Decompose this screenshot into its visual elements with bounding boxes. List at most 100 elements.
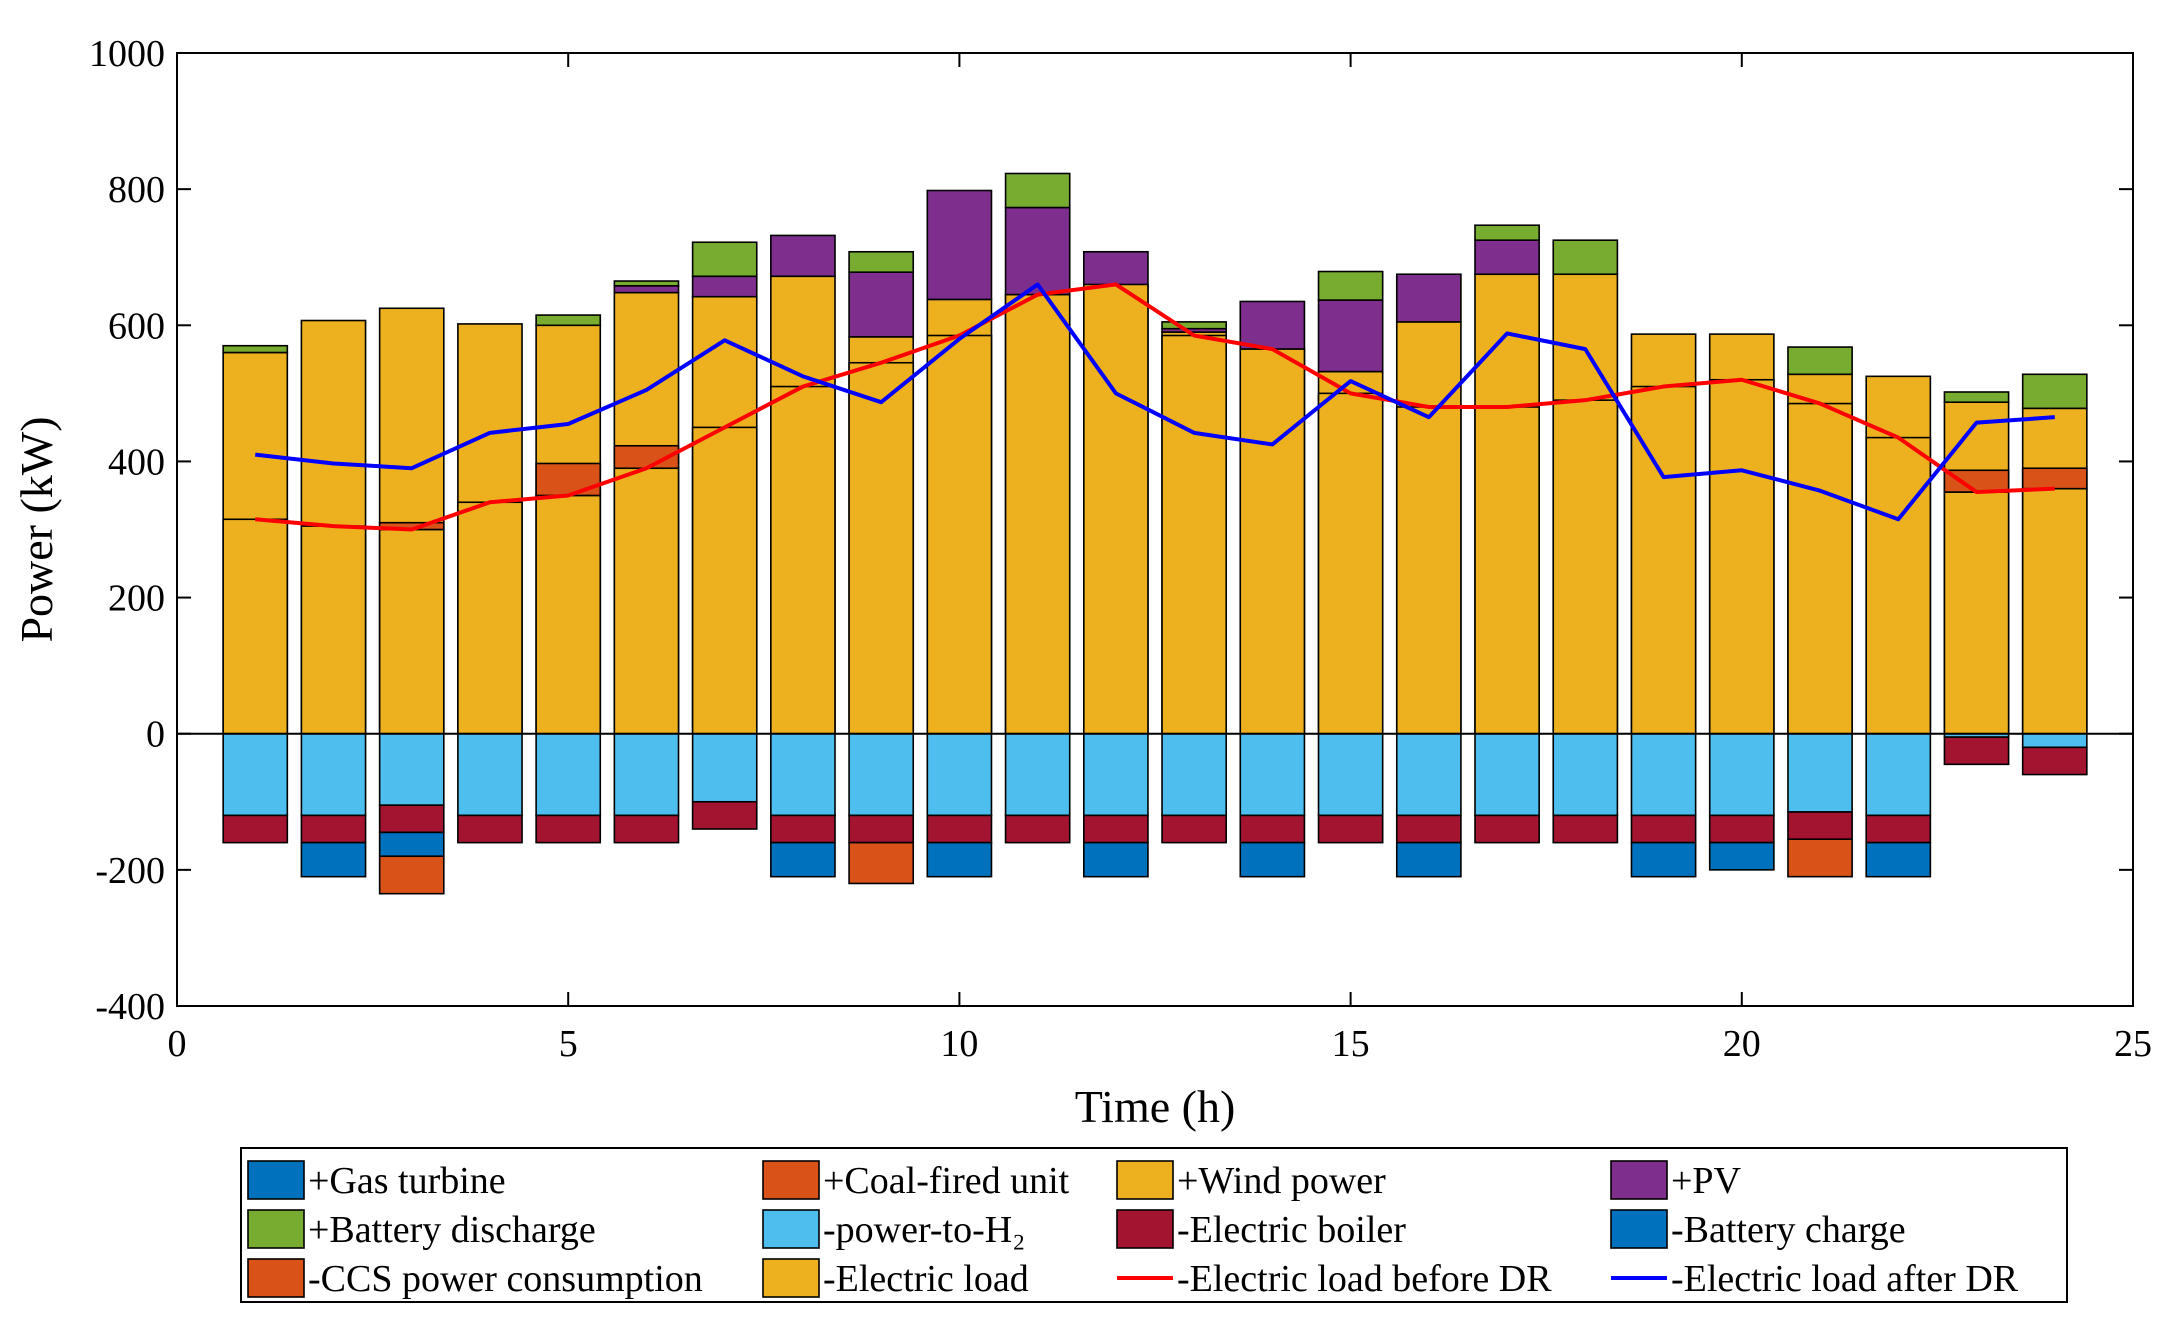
bar-battery-discharge-24 [2021,373,2088,410]
bar-group [177,53,2133,1006]
bar-electric-boiler-11 [1004,814,1071,844]
bar-electric-boiler-24 [2021,746,2088,776]
bar-battery-discharge-15 [1317,270,1384,301]
bar-electric-load-22 [1865,436,1932,735]
bar-power-to-h-21 [1787,732,1853,813]
bar-battery-discharge-18 [1552,239,1619,276]
axes-frame [176,52,2134,1007]
legend-label-pv: +PV [1671,1160,1742,1202]
bar-battery-discharge-21 [1787,346,1853,376]
bar-electric-boiler-2 [300,814,367,844]
bar-pv-14 [1239,300,1306,350]
bar-electric-boiler-7 [691,800,758,830]
bar-electric-boiler-17 [1474,814,1540,844]
bar-battery-charge-20 [1708,841,1775,871]
bar-power-to-h-17 [1474,732,1540,817]
bar-battery-charge-16 [1395,841,1462,878]
bar-electric-boiler-6 [613,814,680,844]
legend-swatch-electric-boiler [1116,1209,1174,1249]
bar-power-to-h-4 [457,732,523,817]
legend-swatch-battery-discharge [247,1209,305,1249]
bar-electric-load-20 [1708,378,1775,735]
bar-pv-11 [1004,206,1071,296]
legend-swatch-coal-fired-unit [762,1160,820,1200]
y-tick-label-600: 600 [108,305,165,347]
legend-swatch-gas-turbine [247,1160,305,1200]
bar-power-to-h-5 [535,732,602,817]
bar-electric-load-4 [457,501,523,735]
bar-battery-discharge-11 [1004,172,1071,209]
bar-power-to-h-9 [848,732,915,817]
bar-electric-boiler-3 [378,804,445,834]
bar-electric-load-1 [222,518,289,735]
legend-swatch-battery-charge [1610,1209,1668,1249]
line-series-group [255,282,2055,532]
bar-battery-discharge-6 [613,280,680,287]
bar-electric-load-3 [378,528,445,735]
bar-electric-boiler-4 [457,814,523,844]
legend-label-electric-load-before-dr: -Electric load before DR [1177,1258,1552,1300]
x-tick-label-10: 10 [940,1023,978,1065]
bar-electric-load-10 [926,334,993,735]
bar-electric-load-8 [770,385,836,735]
bar-electric-boiler-21 [1787,811,1853,841]
bar-pv-9 [848,271,915,338]
bar-battery-discharge-13 [1161,321,1227,330]
bar-power-to-h-6 [613,732,680,817]
legend-label-electric-load: -Electric load [823,1258,1029,1300]
legend-label-battery-discharge: +Battery discharge [308,1209,596,1251]
bar-ccs-power-consumption-3 [378,855,445,895]
bar-electric-boiler-20 [1708,814,1775,844]
legend-swatch-pv [1610,1160,1668,1200]
y-tick-label--400: -400 [95,986,165,1028]
bar-battery-discharge-7 [691,241,758,278]
bar-electric-boiler-22 [1865,814,1932,844]
x-tick-label-25: 25 [2114,1023,2152,1065]
bar-power-to-h-20 [1708,732,1775,817]
y-axis-title: Power (kW) [11,416,62,642]
bar-battery-charge-10 [926,841,993,878]
bar-electric-boiler-18 [1552,814,1619,844]
legend-label-battery-charge: -Battery charge [1671,1209,1906,1251]
bar-power-to-h-15 [1317,732,1384,817]
legend-swatch-power-to-h [762,1209,820,1249]
bar-battery-charge-12 [1083,841,1149,878]
bar-pv-10 [926,189,993,301]
bar-electric-load-14 [1239,348,1306,735]
bar-power-to-h-2 [300,732,367,817]
bar-power-to-h-11 [1004,732,1071,817]
bar-pv-8 [770,234,836,278]
bar-pv-7 [691,275,758,298]
bar-electric-load-6 [613,467,680,735]
bar-battery-charge-19 [1630,841,1697,878]
bar-electric-load-12 [1083,283,1149,735]
bar-power-to-h-8 [770,732,836,817]
legend-label-ccs-power-consumption: -CCS power consumption [308,1258,703,1300]
bar-electric-boiler-16 [1395,814,1462,844]
y-tick-label-800: 800 [108,169,165,211]
bar-coal-fired-unit-5 [535,462,602,497]
bar-coal-fired-unit-24 [2021,467,2088,490]
bar-electric-boiler-14 [1239,814,1306,844]
legend-label-wind-power: +Wind power [1177,1160,1386,1202]
bar-power-to-h-7 [691,732,758,803]
bar-electric-load-5 [535,494,602,735]
bar-electric-load-13 [1161,334,1227,735]
bar-electric-boiler-9 [848,814,915,844]
bar-electric-load-21 [1787,402,1853,735]
legend-swatch-ccs-power-consumption [247,1258,305,1298]
bar-battery-discharge-17 [1474,224,1540,241]
bar-electric-boiler-1 [222,814,289,844]
bar-battery-discharge-1 [222,344,289,354]
bar-electric-boiler-5 [535,814,602,844]
bar-power-to-h-3 [378,732,445,806]
y-tick-label-200: 200 [108,578,165,620]
bar-electric-load-18 [1552,399,1619,735]
legend-label-gas-turbine: +Gas turbine [308,1160,506,1202]
bar-electric-boiler-19 [1630,814,1697,844]
bar-ccs-power-consumption-9 [848,841,915,885]
bar-electric-load-23 [1943,491,2010,735]
bar-coal-fired-unit-23 [1943,469,2010,493]
bar-pv-15 [1317,299,1384,373]
